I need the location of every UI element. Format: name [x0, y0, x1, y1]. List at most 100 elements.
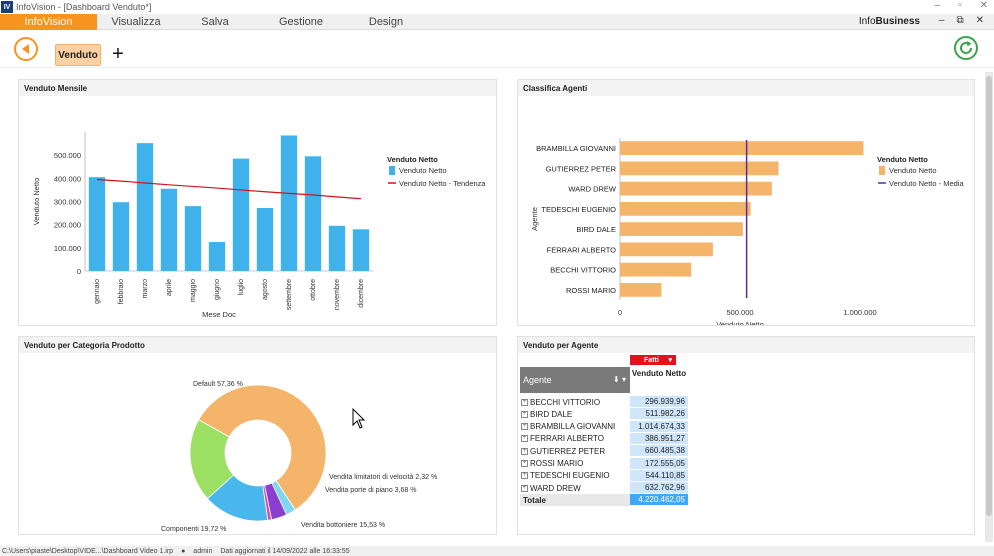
bar-agent[interactable]: [620, 201, 751, 216]
donut-slice[interactable]: [189, 419, 235, 500]
window-controls: – ▫ ✕: [935, 0, 989, 11]
agent-cell: + BIRD DALE: [520, 408, 630, 420]
table-row[interactable]: + BECCHI VITTORIO 296.939,96: [520, 396, 688, 408]
value-cell: 660.485,38: [630, 445, 688, 458]
tab-salva[interactable]: Salva: [201, 16, 229, 28]
slice-label: Vendita limitatori di velocità 2,32 %: [329, 474, 437, 481]
tab-design[interactable]: Design: [368, 16, 404, 28]
bar-agent[interactable]: [620, 242, 713, 257]
x-tick-label: 500.000: [726, 308, 753, 317]
bar-aprile[interactable]: [160, 188, 178, 271]
bar-giugno[interactable]: [208, 242, 226, 271]
bar-agent[interactable]: [620, 282, 662, 297]
minimize-icon[interactable]: –: [934, 0, 941, 11]
x-axis-title: Mese Doc: [202, 310, 236, 319]
x-tick-label: giugno: [214, 279, 221, 300]
scrollbar-thumb[interactable]: [986, 76, 992, 516]
legend-label: Venduto Netto - Tendenza: [399, 179, 486, 188]
x-tick-label: novembre: [334, 279, 341, 310]
ribbon-tabs: InfoVision Visualizza Salva Gestione Des…: [0, 14, 994, 30]
y-tick-label: ROSSI MARIO: [566, 286, 616, 295]
bar-novembre[interactable]: [328, 225, 346, 271]
sort-filter-icon[interactable]: ⬇ ▾: [613, 375, 626, 384]
monthly-bar-chart: 0 100.000 200.000 300.000 400.000 500.000 genn…: [32, 132, 486, 319]
window-title: InfoVision - [Dashboard Venduto*]: [16, 2, 152, 12]
expand-icon[interactable]: +: [521, 447, 528, 455]
x-tick-label: gennaio: [94, 279, 101, 304]
bar-agent[interactable]: [620, 161, 779, 176]
refresh-button[interactable]: [954, 36, 978, 60]
expand-icon[interactable]: +: [521, 484, 528, 492]
bar-gennaio[interactable]: [88, 177, 106, 271]
bar-agent[interactable]: [620, 262, 692, 277]
donut-slice[interactable]: [198, 384, 327, 511]
bar-agent[interactable]: [620, 181, 772, 196]
x-tick-label: marzo: [142, 279, 149, 299]
legend-label: Venduto Netto - Media: [889, 179, 964, 188]
bar-dicembre[interactable]: [352, 229, 370, 271]
slice-label: Default 57,36 %: [193, 381, 243, 388]
bar-agent[interactable]: [620, 141, 864, 156]
app-close-icon[interactable]: ✕: [975, 15, 984, 26]
legend-title: Venduto Netto: [877, 155, 928, 164]
expand-icon[interactable]: +: [521, 410, 528, 418]
panel-classifica-agenti: Classifica Agenti BRAMBILLA GIOVANNI GUTI…: [517, 79, 975, 329]
maximize-icon[interactable]: ▫: [958, 0, 962, 11]
bar-ottobre[interactable]: [304, 156, 322, 271]
table-row[interactable]: + TEDESCHI EUGENIO 544.110,85: [520, 469, 688, 482]
table-row[interactable]: + BIRD DALE 511.982,26: [520, 408, 688, 421]
app-logo-icon: IV: [1, 1, 13, 13]
add-tab-button[interactable]: +: [112, 42, 124, 65]
expand-icon[interactable]: +: [521, 435, 528, 443]
status-user: admin: [193, 547, 213, 555]
pivot-row-header[interactable]: Agente ⬇ ▾: [520, 367, 630, 393]
expand-icon[interactable]: +: [521, 472, 528, 480]
bar-agosto[interactable]: [256, 207, 274, 271]
bar-luglio[interactable]: [232, 158, 250, 271]
back-button[interactable]: [14, 37, 38, 61]
panel-venduto-categoria: Venduto per Categoria Prodotto Default 5…: [18, 336, 497, 535]
y-tick-label: 500.000: [54, 151, 81, 160]
table-row[interactable]: + WARD DREW 632.762,96: [520, 482, 688, 495]
tab-gestione[interactable]: Gestione: [278, 16, 324, 28]
panel-title: Venduto Mensile: [19, 80, 496, 96]
close-icon[interactable]: ✕: [979, 0, 988, 11]
agent-cell: + BECCHI VITTORIO: [520, 396, 630, 408]
expand-icon[interactable]: +: [521, 423, 528, 431]
panel-title: Classifica Agenti: [518, 80, 974, 96]
dashboard-tab-venduto[interactable]: Venduto: [55, 44, 101, 66]
x-tick-label: dicembre: [358, 279, 365, 308]
table-row[interactable]: + BRAMBILLA GIOVANNI 1.014.674,33: [520, 420, 688, 433]
agent-cell: + ROSSI MARIO: [520, 458, 630, 470]
table-row[interactable]: + GUTIERREZ PETER 660.485,38: [520, 445, 688, 458]
trend-line: [96, 178, 362, 200]
agent-name: ROSSI MARIO: [530, 459, 584, 468]
agent-name: WARD DREW: [530, 483, 581, 493]
vertical-scrollbar[interactable]: [985, 72, 993, 542]
table-row[interactable]: + ROSSI MARIO 172.555,05: [520, 457, 688, 470]
app-restore-icon[interactable]: ⧉: [956, 15, 964, 26]
panel-venduto-mensile: Venduto Mensile 0 100.000 200.000 300.000 40…: [18, 79, 497, 326]
expand-icon[interactable]: +: [521, 460, 528, 467]
expand-icon[interactable]: +: [521, 398, 528, 406]
tab-visualizza[interactable]: Visualizza: [111, 16, 161, 28]
bar-maggio[interactable]: [184, 206, 202, 271]
y-tick-label: GUTIERREZ PETER: [546, 164, 617, 173]
window-titlebar: IV InfoVision - [Dashboard Venduto*] – ▫…: [0, 0, 994, 14]
agent-name: FERRARI ALBERTO: [530, 434, 604, 444]
y-tick-label: 400.000: [54, 174, 81, 183]
chevron-down-icon: ▾: [668, 357, 672, 364]
bar-agent[interactable]: [620, 222, 743, 237]
slice-label: Vendita bottoniere 15,53 %: [301, 522, 385, 529]
x-tick-label: maggio: [190, 279, 197, 302]
slice-label: Vendita porte di piano 3,68 %: [325, 487, 416, 494]
fatti-filter[interactable]: Fatti ▾: [630, 355, 676, 365]
y-tick-label: WARD DREW: [568, 185, 617, 194]
bar-marzo[interactable]: [136, 143, 154, 271]
agent-cell: + FERRARI ALBERTO: [520, 433, 630, 445]
tab-infovision[interactable]: InfoVision: [0, 14, 97, 30]
app-minimize-icon[interactable]: –: [938, 15, 945, 26]
bar-settembre[interactable]: [280, 135, 298, 271]
table-row[interactable]: + FERRARI ALBERTO 386.951,27: [520, 432, 688, 445]
bar-febbraio[interactable]: [112, 202, 130, 271]
